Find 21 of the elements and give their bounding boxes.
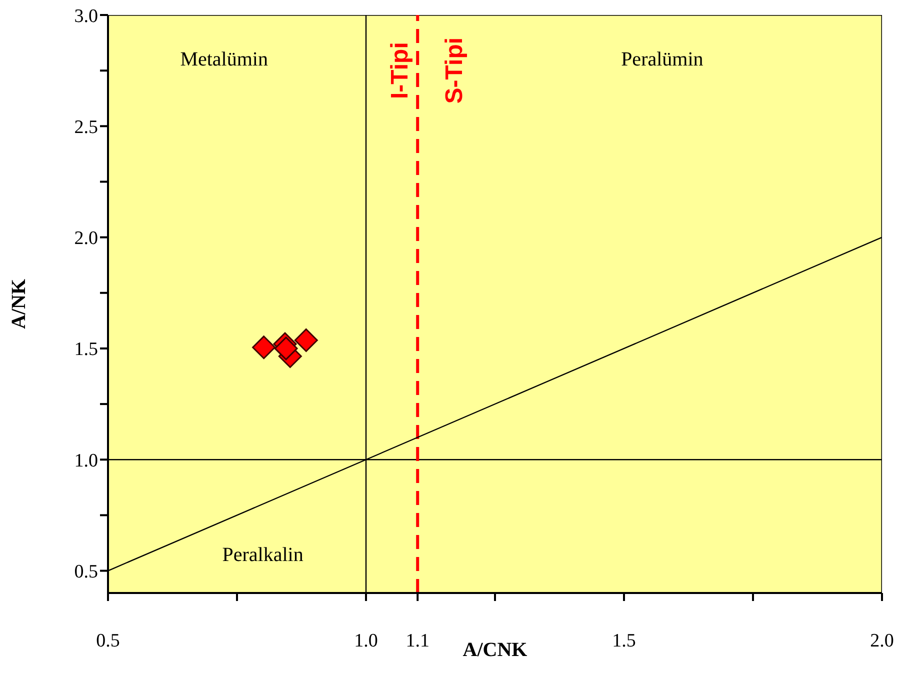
- x-tick-label: 2.0: [870, 630, 894, 652]
- x-axis-title: A/CNK: [462, 639, 528, 661]
- y-tick-label: 0.5: [74, 562, 98, 583]
- annotation: Peralümin: [621, 48, 704, 70]
- x-tick-label: 1.1: [406, 630, 430, 652]
- y-tick-label: 2.0: [74, 228, 98, 250]
- y-tick-label: 1.5: [74, 339, 98, 360]
- y-tick-label: 1.0: [74, 450, 98, 472]
- annotation: Metalümin: [180, 48, 268, 70]
- point: [294, 328, 318, 352]
- x-tick-label: 1.5: [612, 630, 636, 652]
- x-tick-label: 1.0: [354, 630, 378, 652]
- annotation: Peralkalin: [222, 544, 304, 566]
- y-tick-label: 3.0: [74, 6, 98, 27]
- y-axis-title: A/NK: [8, 278, 30, 329]
- point: [252, 336, 276, 360]
- point: [274, 336, 298, 360]
- annotation: I-Tipi: [386, 42, 414, 100]
- annotation: S-Tipi: [441, 37, 468, 104]
- y-tick-label: 2.5: [74, 116, 98, 138]
- x-tick-label: 0.5: [96, 630, 120, 652]
